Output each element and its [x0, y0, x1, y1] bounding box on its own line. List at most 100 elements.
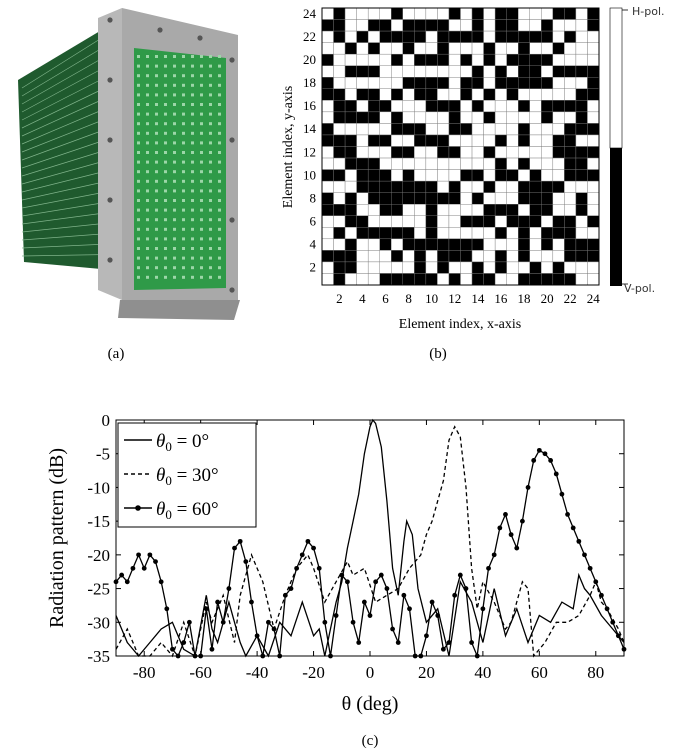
grid-cell [483, 100, 496, 113]
series-point [610, 619, 616, 625]
grid-cell [541, 88, 554, 101]
grid-cell [564, 123, 577, 136]
grid-cell [391, 192, 403, 205]
grid-cell [356, 238, 369, 251]
grid-cell [367, 19, 380, 32]
grid-cell [333, 204, 346, 216]
grid-cell [356, 19, 369, 32]
grid-cell [321, 238, 334, 251]
series-point [288, 586, 294, 591]
series-point [282, 592, 288, 598]
grid-cell [425, 169, 438, 182]
screw [107, 17, 113, 23]
grid-cell [471, 215, 484, 228]
series-point [463, 586, 469, 591]
panel-c-chart: -80 -60 -40 -20 0 20 40 60 80 0 -5 -10 -15 -20 -25 -30 -… [46, 411, 627, 715]
grid-x-tick-label: 2 [336, 291, 343, 306]
grid-cell [402, 146, 415, 159]
grid-cell [437, 100, 450, 113]
grid-cell [552, 215, 565, 228]
radiating-element [155, 103, 158, 106]
grid-cell [367, 238, 380, 251]
grid-cell [402, 192, 415, 205]
grid-cell [333, 7, 346, 20]
grid-cell [471, 169, 484, 182]
grid-cell [494, 134, 507, 147]
grid-cell [425, 88, 438, 101]
radiating-element [146, 266, 149, 270]
series-point [542, 451, 548, 457]
grid-y-tick-label: 4 [310, 237, 317, 252]
grid-cell [414, 238, 427, 251]
grid-cell [367, 180, 380, 193]
grid-cell [541, 19, 554, 32]
radiating-element [191, 151, 194, 154]
series-point [164, 606, 170, 612]
series-point [384, 586, 390, 591]
y-tick-label: -35 [87, 647, 110, 666]
grid-cell [356, 273, 369, 286]
grid-cell [575, 261, 588, 274]
grid-cell [367, 227, 380, 240]
grid-cell [587, 30, 600, 43]
x-tick-label: 0 [366, 663, 375, 682]
grid-cell [333, 111, 346, 124]
radiating-element [164, 131, 167, 135]
grid-cell [321, 134, 334, 147]
radiating-element [200, 83, 203, 87]
grid-y-tick-label: 24 [303, 6, 317, 21]
grid-cell [321, 42, 334, 55]
grid-cell [333, 30, 346, 43]
grid-cell [414, 100, 427, 113]
radiating-element [191, 266, 194, 270]
grid-cell [552, 53, 565, 66]
grid-cell [494, 204, 507, 216]
grid-cell [529, 238, 542, 251]
series-point [305, 538, 311, 544]
grid-cell [471, 227, 484, 240]
y-tick-label: -25 [87, 580, 110, 599]
grid-cell [575, 180, 588, 193]
grid-cell [483, 180, 496, 193]
grid-cell [391, 261, 403, 274]
grid-cell [564, 180, 577, 193]
grid-cell [448, 53, 461, 66]
grid-cell [425, 65, 438, 78]
x-tick-label: -60 [189, 663, 212, 682]
grid-cell [448, 180, 461, 193]
radiating-element [146, 83, 149, 87]
series-point [339, 572, 345, 578]
grid-cell [518, 88, 530, 101]
x-tick-label: -40 [246, 663, 269, 682]
grid-cell [529, 42, 542, 55]
pcb-trace [21, 201, 109, 217]
grid-cell [321, 261, 334, 274]
grid-cell [460, 65, 473, 78]
radiating-element [164, 64, 167, 68]
grid-cell [379, 123, 392, 136]
grid-cell [448, 250, 461, 263]
radiating-element [137, 199, 140, 202]
pcb-trace [21, 222, 109, 233]
radiating-element [191, 93, 194, 97]
grid-cell [541, 30, 554, 43]
frame-bottom [118, 300, 240, 320]
series-point [615, 633, 621, 639]
radiating-element [200, 247, 203, 250]
grid-cell [552, 273, 565, 286]
radiating-element [155, 160, 158, 164]
radiating-element [218, 151, 221, 154]
grid-cell [414, 261, 427, 274]
grid-cell [437, 250, 450, 263]
grid-cell [471, 100, 484, 113]
grid-cell [575, 19, 588, 32]
grid-cell [575, 227, 588, 240]
grid-cell [471, 180, 484, 193]
radiating-element [146, 141, 149, 145]
grid-cell [529, 227, 542, 240]
grid-cell [518, 30, 530, 43]
radiating-element [164, 218, 167, 222]
grid-cell [506, 100, 519, 113]
radiating-element [182, 179, 185, 183]
series-point [480, 606, 486, 612]
